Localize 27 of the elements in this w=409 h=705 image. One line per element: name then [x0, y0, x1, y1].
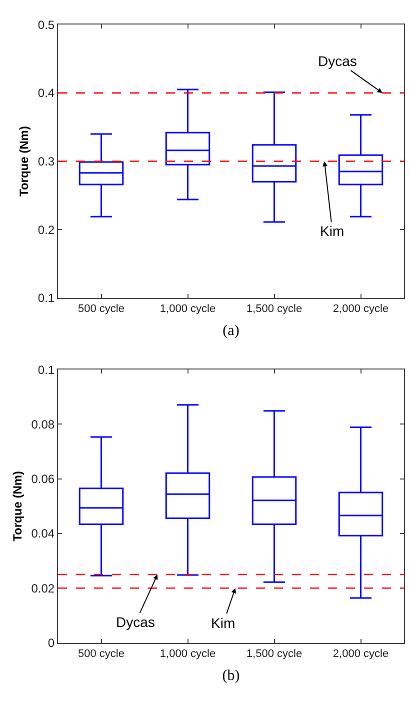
ref-line-label: Kim	[320, 223, 344, 239]
y-tick-label: 0.02	[31, 581, 55, 596]
ref-line-label: Dycas	[116, 614, 155, 630]
x-tick-label: 500 cycle	[78, 303, 124, 316]
x-tick-label: 500 cycle	[78, 648, 124, 660]
y-axis-title: Torque (Nm)	[10, 470, 25, 542]
y-tick-label: 0.2	[38, 222, 55, 237]
x-tick-label: 1,000 cycle	[160, 648, 216, 660]
ref-line-label: Kim	[211, 615, 236, 631]
y-axis-title: Torque (Nm)	[17, 126, 32, 196]
y-tick-label: 0.08	[31, 417, 55, 432]
x-tick-label: 1,500 cycle	[246, 648, 302, 660]
y-tick-label: 0.5	[38, 18, 55, 32]
y-tick-label: 0.1	[38, 291, 55, 306]
ref-line-label: Dycas	[318, 53, 357, 69]
y-tick-label: 0.04	[31, 526, 55, 541]
y-tick-label: 0.06	[31, 472, 55, 486]
x-axis-title: (b)	[222, 668, 240, 684]
x-tick-label: 2,000 cycle	[332, 648, 389, 660]
y-tick-label: 0.1	[38, 362, 55, 377]
x-tick-label: 1,000 cycle	[160, 303, 216, 316]
x-tick-label: 1,500 cycle	[246, 303, 302, 316]
x-tick-label: 2,000 cycle	[332, 303, 389, 316]
y-tick-label: 0.3	[38, 154, 55, 168]
y-tick-label: 0	[48, 636, 55, 650]
x-axis-title: (a)	[222, 323, 240, 340]
y-tick-label: 0.4	[38, 86, 55, 100]
